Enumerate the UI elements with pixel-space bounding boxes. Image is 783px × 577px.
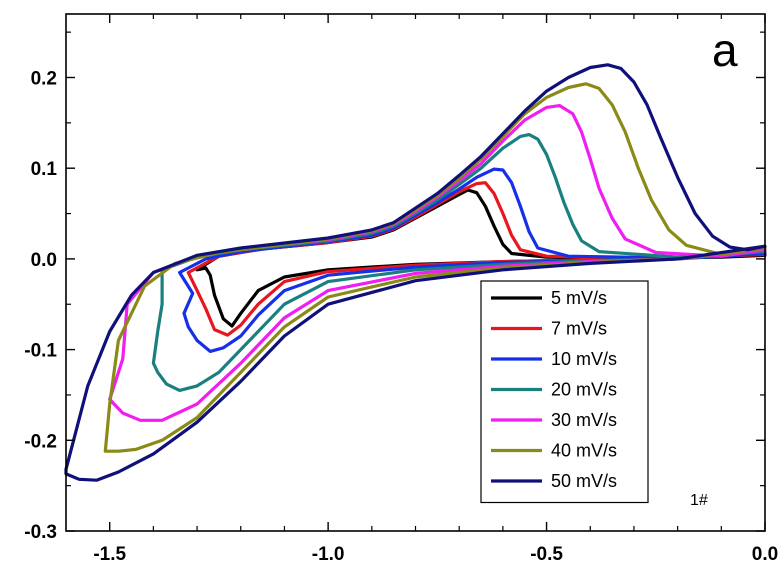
legend-label: 30 mV/s xyxy=(551,410,617,430)
panel-label: a xyxy=(712,24,738,76)
x-tick-label: -1.5 xyxy=(93,544,126,565)
legend-label: 50 mV/s xyxy=(551,471,617,491)
legend-label: 5 mV/s xyxy=(551,288,607,308)
y-tick-label: -0.1 xyxy=(24,341,57,362)
x-tick-label: -1.0 xyxy=(312,544,345,565)
legend: 5 mV/s 7 mV/s 10 mV/s 20 mV/s 30 mV/s 40 mV/s… xyxy=(480,280,649,504)
legend-label: 10 mV/s xyxy=(551,349,617,369)
series-curve-3 xyxy=(178,167,767,353)
y-tick-label: 0.0 xyxy=(31,250,57,271)
series-curve-4 xyxy=(151,133,767,392)
x-tick-label: 0.0 xyxy=(752,544,778,565)
axes-layer: -1.5 -1.0 -0.5 0.0 -0.3 -0.2 -0.1 0.0 0.1 0.2 xyxy=(24,14,778,565)
y-tick-label: -0.2 xyxy=(24,431,57,452)
curves-layer xyxy=(64,63,767,482)
x-tick-label: -0.5 xyxy=(530,544,563,565)
legend-label: 7 mV/s xyxy=(551,319,607,339)
legend-label: 20 mV/s xyxy=(551,380,617,400)
y-tick-label: 0.1 xyxy=(31,159,58,180)
legend-label: 40 mV/s xyxy=(551,441,617,461)
y-tick-label: 0.2 xyxy=(31,68,57,89)
y-tick-label: -0.3 xyxy=(24,522,57,543)
series-curve-7 xyxy=(64,63,767,482)
sample-annotation: 1# xyxy=(690,492,708,509)
legend-box xyxy=(480,280,649,504)
